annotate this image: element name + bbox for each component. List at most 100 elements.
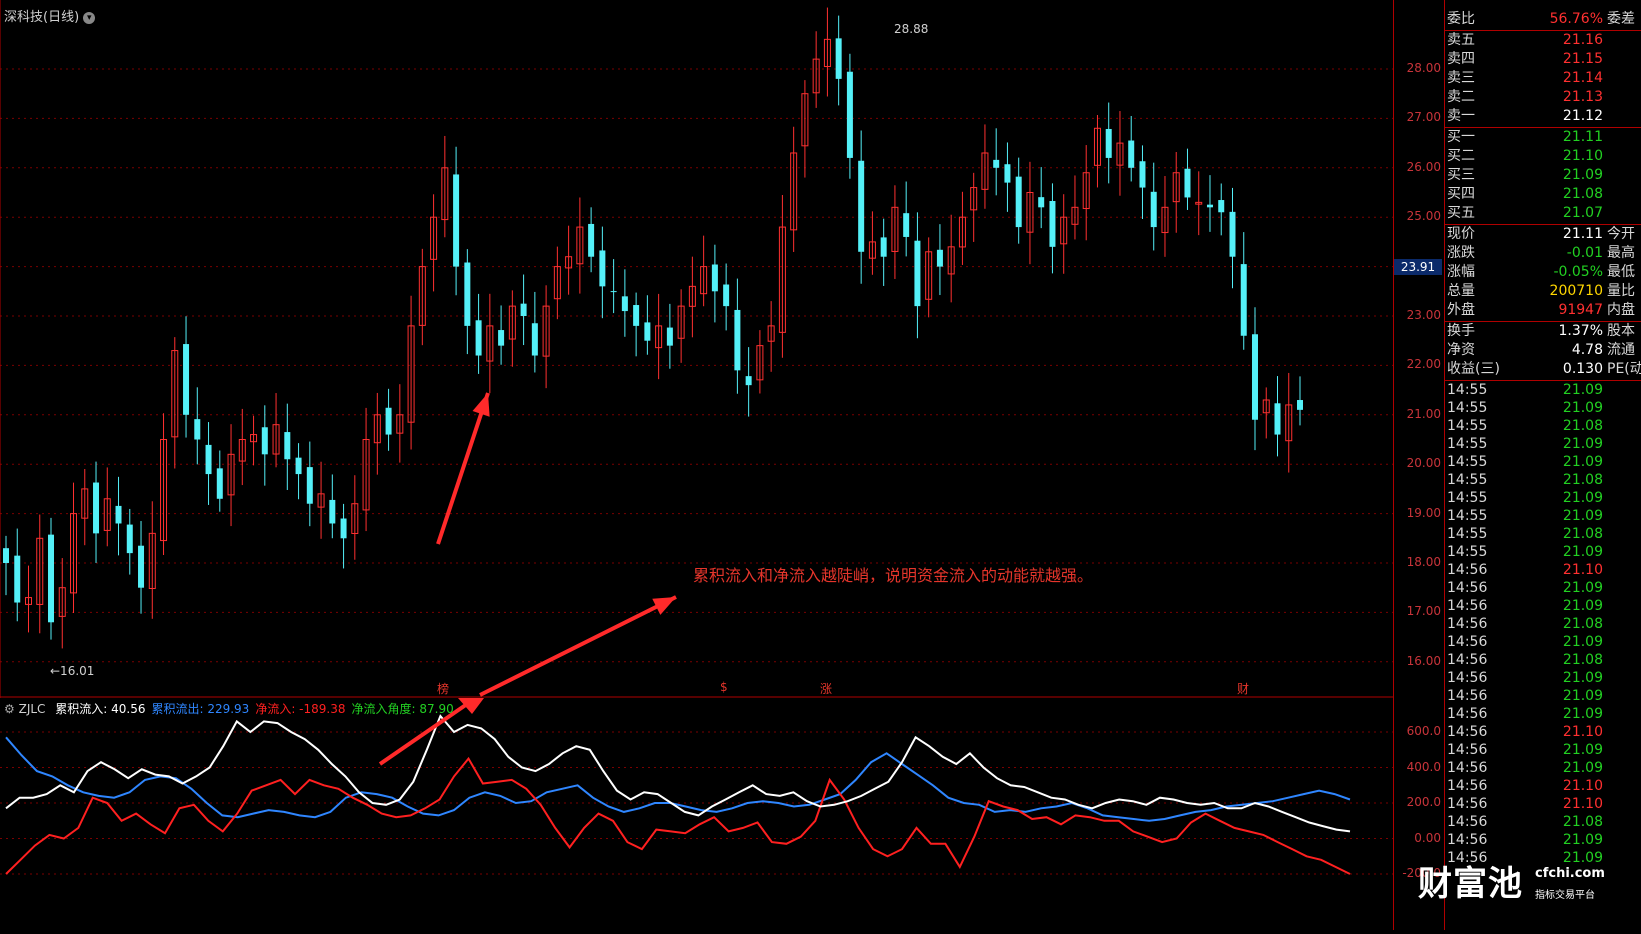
indicator-gear-icon[interactable]: ⚙ [4, 702, 15, 716]
quote-value: 21.08 [1562, 472, 1603, 488]
candle-body-up [925, 251, 933, 300]
candle-body-up [103, 498, 111, 531]
candle-body-down [1015, 176, 1022, 228]
quote-value: 21.10 [1562, 778, 1603, 794]
event-mark-dollar[interactable]: $ [720, 680, 728, 694]
candle-body-up [70, 513, 78, 594]
candle-body-up [351, 503, 359, 534]
candle-body-down [993, 159, 1000, 168]
candle-body-up [767, 325, 775, 342]
quote-label: 买一 [1447, 129, 1475, 145]
price-tick-label: 22.00 [1406, 357, 1441, 372]
candle-body-down [903, 213, 910, 237]
quote-value: 21.09 [1562, 850, 1603, 866]
candle-body-up [508, 305, 516, 340]
quote-right-label: 量比 [1607, 283, 1635, 299]
candle-body-down [1004, 164, 1011, 183]
quote-label: 14:56 [1447, 796, 1488, 812]
candle-body-up [1060, 216, 1068, 245]
candle-body-up [576, 226, 584, 265]
quote-right-label: 最低 [1607, 264, 1635, 280]
quote-label: 买三 [1447, 167, 1475, 183]
candle-body-up [430, 216, 438, 260]
price-tick-label: 20.00 [1406, 456, 1441, 471]
indicator-panel[interactable] [0, 690, 1393, 930]
candle-body-down [340, 518, 347, 539]
price-tick-label: 27.00 [1406, 110, 1441, 125]
candle-body-down [261, 427, 268, 455]
arrow-to-price [436, 392, 490, 545]
quote-label: 14:55 [1447, 382, 1488, 398]
candle-body-down [621, 296, 628, 312]
candle-body-down [194, 419, 201, 440]
chart-header: 深科技(日线) ▾ [4, 6, 96, 25]
candle-body-up [36, 537, 44, 605]
candle-body-up [81, 488, 89, 519]
candle-body-down [1274, 403, 1281, 435]
candle-body-up [227, 453, 235, 496]
quote-right-label: PE(动) [1607, 361, 1641, 377]
price-tick-label: 25.00 [1406, 209, 1441, 224]
quote-value: 21.16 [1562, 32, 1603, 48]
quote-label: 14:55 [1447, 490, 1488, 506]
quote-label: 涨幅 [1447, 264, 1475, 280]
quote-label: 净资 [1447, 342, 1475, 358]
candle-body-down [936, 249, 943, 267]
candle-body-up [1195, 201, 1203, 205]
watermark-sub: 指标交易平台 [1535, 890, 1595, 901]
price-axis: 28.0027.0026.0025.0024.0023.0022.0021.00… [1393, 0, 1445, 930]
candle-body-up [1161, 206, 1169, 234]
candlestick-canvas[interactable]: 28.88 ←16.01 [0, 0, 1393, 698]
candle-body-down [3, 548, 9, 563]
candle-body-down [588, 223, 595, 257]
quote-label: 14:55 [1447, 544, 1488, 560]
candle-body-up [396, 414, 404, 434]
candlestick-chart[interactable]: 28.88 ←16.01 [0, 0, 1393, 698]
quote-label: 14:56 [1447, 778, 1488, 794]
candle-body-up [790, 152, 798, 231]
candle-body-down [48, 534, 55, 623]
price-tick-label: 16.00 [1406, 653, 1441, 668]
quote-label: 外盘 [1447, 302, 1475, 318]
chart-menu-icon[interactable]: ▾ [83, 11, 96, 24]
candle-body-up [1082, 172, 1090, 210]
candle-body-down [531, 323, 538, 356]
candle-body-down [520, 303, 527, 316]
candle-body-up [1116, 142, 1124, 166]
candle-body-down [205, 444, 212, 475]
arrow-to-text [479, 595, 677, 697]
candle-body-up [565, 256, 573, 269]
quote-value: 21.09 [1562, 167, 1603, 183]
event-mark-cai[interactable]: 财 [1237, 682, 1250, 696]
candle-body-up [891, 206, 899, 252]
quote-label: 14:55 [1447, 418, 1488, 434]
quote-value: 21.11 [1562, 226, 1603, 242]
candle-body-up [238, 439, 246, 462]
event-mark-bang[interactable]: 榜 [437, 682, 450, 696]
candle-body-down [599, 250, 606, 287]
candle-body-up [1172, 172, 1180, 203]
indicator-value-2: 净流入: -189.38 [255, 702, 346, 716]
candle-body-down [1128, 140, 1135, 168]
indicator-canvas[interactable] [0, 690, 1393, 930]
quote-label: 14:56 [1447, 652, 1488, 668]
low-label: ←16.01 [50, 664, 94, 678]
event-mark-zhang[interactable]: 涨 [820, 682, 833, 696]
quote-right-label: 委差 [1607, 11, 1635, 27]
series-net-inflow [5, 756, 1351, 875]
candle-body-down [745, 376, 752, 386]
candle-body-up [58, 587, 66, 617]
candle-body-down [1038, 197, 1045, 208]
quote-label: 现价 [1447, 226, 1475, 242]
candle-body-down [284, 432, 291, 460]
quote-label: 14:56 [1447, 634, 1488, 650]
indicator-value-1: 累积流出: 229.93 [151, 702, 250, 716]
candle-body-down [644, 322, 651, 341]
candle-body-up [812, 58, 820, 94]
quote-value: 21.10 [1562, 562, 1603, 578]
quote-value: -0.01 [1566, 245, 1603, 261]
candle-body-down [880, 237, 887, 257]
chart-title: 深科技(日线) [4, 10, 80, 25]
quote-label: 卖三 [1447, 70, 1475, 86]
candle-body-up [553, 266, 561, 300]
